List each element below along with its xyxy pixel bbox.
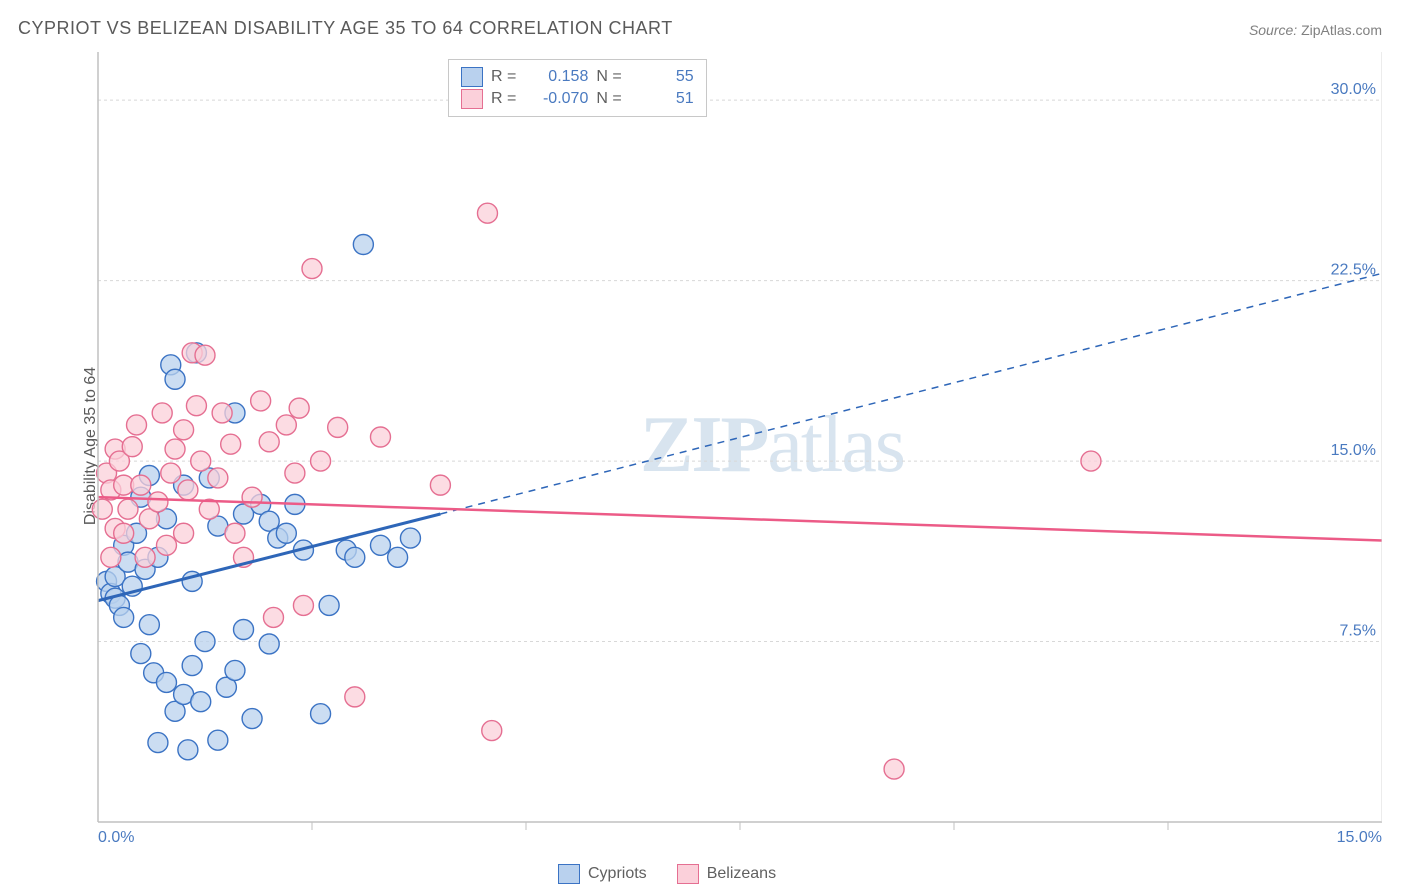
y-tick-label: 30.0%: [1331, 81, 1376, 98]
r-label: R =: [491, 90, 516, 108]
n-value: 55: [630, 68, 694, 86]
chart-title: CYPRIOT VS BELIZEAN DISABILITY AGE 35 TO…: [18, 18, 673, 39]
point-belizean: [251, 391, 271, 411]
point-belizean: [156, 535, 176, 555]
source-label: Source:: [1249, 22, 1301, 38]
point-belizean: [311, 451, 331, 471]
point-belizean: [131, 475, 151, 495]
trend-line-blue-dashed: [440, 273, 1382, 514]
chart-area: 7.5% 15.0% 22.5% 30.0% 0.0% 15.0%: [48, 52, 1382, 842]
point-belizean: [152, 403, 172, 423]
point-cypriot: [165, 369, 185, 389]
point-belizean: [122, 437, 142, 457]
point-belizean: [174, 420, 194, 440]
source-value: ZipAtlas.com: [1301, 22, 1382, 38]
point-cypriot: [353, 235, 373, 255]
point-belizean: [242, 487, 262, 507]
legend-row: R = 0.158 N = 55: [461, 66, 694, 88]
point-belizean: [186, 396, 206, 416]
source-attribution: Source: ZipAtlas.com: [1249, 22, 1382, 38]
point-cypriot: [195, 632, 215, 652]
blue-swatch: [461, 67, 483, 87]
y-tick-label: 22.5%: [1331, 262, 1376, 279]
point-belizean: [221, 434, 241, 454]
point-cypriot: [178, 740, 198, 760]
point-cypriot: [114, 607, 134, 627]
point-cypriot: [208, 730, 228, 750]
y-tick-label: 7.5%: [1340, 623, 1376, 640]
legend-row: R = -0.070 N = 51: [461, 88, 694, 110]
point-cypriot: [156, 672, 176, 692]
point-belizean: [289, 398, 309, 418]
point-belizean: [101, 547, 121, 567]
point-belizean: [92, 499, 112, 519]
x-tick-max: 15.0%: [1337, 829, 1382, 842]
r-label: R =: [491, 68, 516, 86]
point-cypriot: [139, 615, 159, 635]
point-belizean: [345, 687, 365, 707]
series-legend: Cypriots Belizeans: [558, 864, 776, 884]
point-cypriot: [148, 733, 168, 753]
point-belizean: [178, 480, 198, 500]
n-value: 51: [630, 90, 694, 108]
point-belizean: [293, 595, 313, 615]
point-belizean: [1081, 451, 1101, 471]
point-cypriot: [388, 547, 408, 567]
point-belizean: [302, 259, 322, 279]
y-tick-label: 15.0%: [1331, 442, 1376, 459]
point-belizean: [328, 417, 348, 437]
legend-item: Cypriots: [558, 864, 647, 884]
point-belizean: [370, 427, 390, 447]
point-belizean: [148, 492, 168, 512]
point-cypriot: [234, 620, 254, 640]
point-cypriot: [276, 523, 296, 543]
point-belizean: [225, 523, 245, 543]
x-tick-min: 0.0%: [98, 829, 134, 842]
point-cypriot: [131, 644, 151, 664]
pink-swatch: [677, 864, 699, 884]
point-cypriot: [242, 709, 262, 729]
legend-item: Belizeans: [677, 864, 776, 884]
point-belizean: [195, 345, 215, 365]
point-belizean: [191, 451, 211, 471]
point-belizean: [114, 523, 134, 543]
pink-swatch: [461, 89, 483, 109]
legend-label: Cypriots: [588, 865, 647, 883]
n-label: N =: [596, 68, 621, 86]
point-belizean: [161, 463, 181, 483]
point-belizean: [477, 203, 497, 223]
point-cypriot: [311, 704, 331, 724]
point-belizean: [263, 607, 283, 627]
point-belizean: [276, 415, 296, 435]
scatter-plot: 7.5% 15.0% 22.5% 30.0% 0.0% 15.0%: [48, 52, 1382, 842]
point-belizean: [135, 547, 155, 567]
point-belizean: [118, 499, 138, 519]
point-cypriot: [225, 660, 245, 680]
point-belizean: [165, 439, 185, 459]
point-belizean: [174, 523, 194, 543]
point-belizean: [208, 468, 228, 488]
n-label: N =: [596, 90, 621, 108]
legend-label: Belizeans: [707, 865, 776, 883]
point-belizean: [127, 415, 147, 435]
point-belizean: [259, 432, 279, 452]
point-cypriot: [370, 535, 390, 555]
r-value: 0.158: [524, 68, 588, 86]
point-cypriot: [191, 692, 211, 712]
point-cypriot: [259, 634, 279, 654]
point-belizean: [884, 759, 904, 779]
point-cypriot: [182, 656, 202, 676]
correlation-legend: R = 0.158 N = 55 R = -0.070 N = 51: [448, 59, 707, 117]
r-value: -0.070: [524, 90, 588, 108]
point-belizean: [430, 475, 450, 495]
blue-swatch: [558, 864, 580, 884]
point-cypriot: [345, 547, 365, 567]
point-belizean: [212, 403, 232, 423]
point-belizean: [482, 721, 502, 741]
point-cypriot: [400, 528, 420, 548]
point-belizean: [285, 463, 305, 483]
point-cypriot: [319, 595, 339, 615]
